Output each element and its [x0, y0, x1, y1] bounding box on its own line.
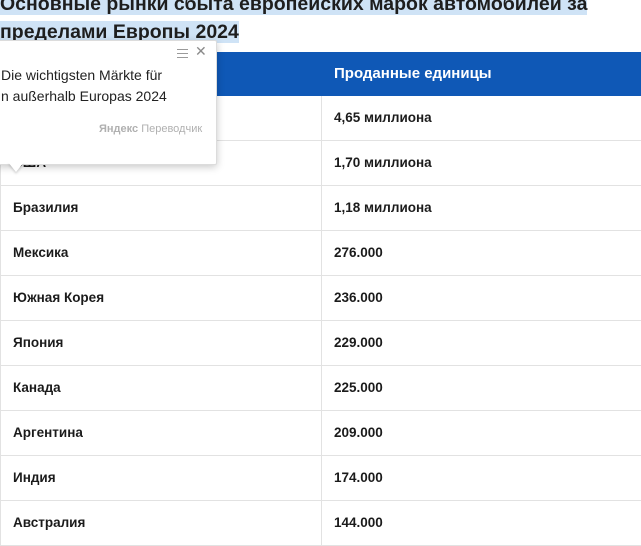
table-row: Индия 174.000	[1, 456, 641, 501]
column-divider	[321, 231, 322, 276]
country-cell: Канада	[13, 380, 61, 395]
units-cell: 229.000	[334, 335, 383, 350]
translator-popup[interactable]: ✕ Die wichtigsten Märkte für n außerhalb…	[0, 40, 217, 172]
units-cell: 174.000	[334, 470, 383, 485]
table-row: Австралия 144.000	[1, 501, 641, 546]
units-cell: 1,70 миллиона	[334, 155, 432, 170]
table-row: Бразилия 1,18 миллиона	[1, 186, 641, 231]
column-divider	[321, 321, 322, 366]
column-divider	[321, 456, 322, 501]
units-cell: 236.000	[334, 290, 383, 305]
units-cell: 225.000	[334, 380, 383, 395]
country-cell: Мексика	[13, 245, 69, 260]
page-title-line-1: Основные рынки сбыта европейских марок а…	[0, 0, 588, 15]
country-cell: Аргентина	[13, 425, 83, 440]
translation-text: Die wichtigsten Märkte für n außerhalb E…	[1, 65, 206, 107]
units-cell: 144.000	[334, 515, 383, 530]
table-row: Канада 225.000	[1, 366, 641, 411]
translation-line-1: Die wichtigsten Märkte für	[1, 67, 163, 83]
column-divider	[321, 366, 322, 411]
country-cell: Индия	[13, 470, 56, 485]
popup-pointer	[8, 162, 24, 172]
column-divider	[321, 141, 322, 186]
table-row: Южная Корея 236.000	[1, 276, 641, 321]
country-cell: Австралия	[13, 515, 86, 530]
table-row: Аргентина 209.000	[1, 411, 641, 456]
country-cell: Япония	[13, 335, 64, 350]
column-divider	[321, 501, 322, 546]
table-row: Япония 229.000	[1, 321, 641, 366]
translator-brand[interactable]: Яндекс Переводчик	[99, 123, 202, 135]
page-title-line-2: пределами Европы 2024	[0, 21, 239, 43]
table-row: Мексика 276.000	[1, 231, 641, 276]
column-divider	[321, 276, 322, 321]
column-divider	[321, 411, 322, 456]
translation-line-2: n außerhalb Europas 2024	[1, 88, 167, 104]
units-cell: 4,65 миллиона	[334, 110, 432, 125]
country-cell: Южная Корея	[13, 290, 105, 305]
sales-table: Проданные единицы 4,65 миллиона США 1,70…	[0, 52, 641, 546]
units-cell: 209.000	[334, 425, 383, 440]
column-divider	[321, 96, 322, 141]
country-cell: Бразилия	[13, 200, 79, 215]
brand-yandex: Яндекс	[99, 123, 139, 135]
units-cell: 1,18 миллиона	[334, 200, 432, 215]
column-divider	[321, 186, 322, 231]
close-icon[interactable]: ✕	[195, 44, 207, 60]
hamburger-icon[interactable]	[177, 49, 188, 58]
units-cell: 276.000	[334, 245, 383, 260]
page-title: Основные рынки сбыта европейских марок а…	[0, 0, 641, 46]
header-units-sold: Проданные единицы	[334, 65, 492, 82]
brand-translator: Переводчик	[141, 123, 203, 135]
table-row: 4,65 миллиона	[1, 96, 641, 141]
